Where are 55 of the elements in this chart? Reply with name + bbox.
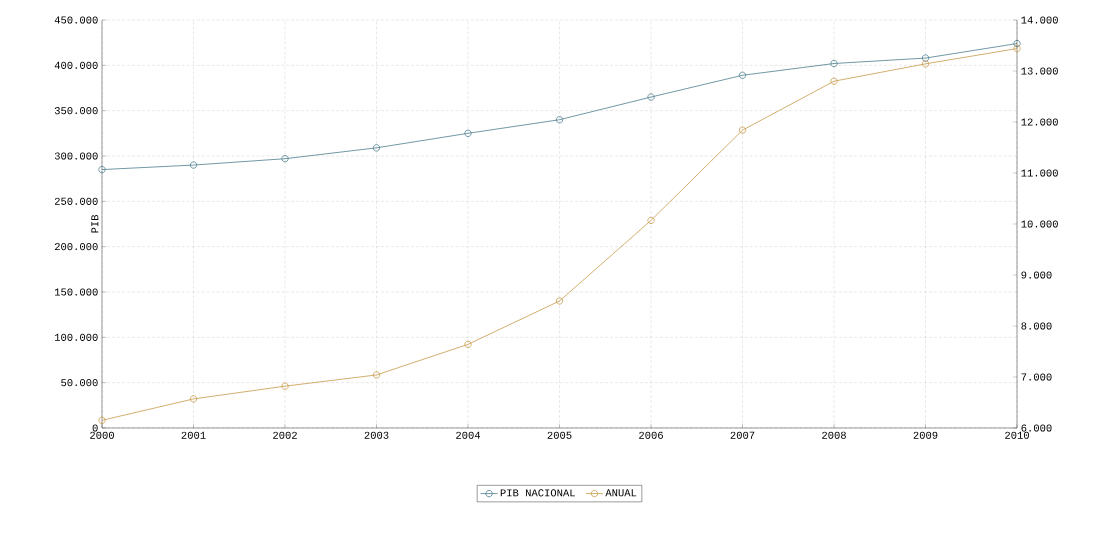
point xyxy=(830,77,838,85)
point xyxy=(281,382,289,390)
point xyxy=(464,340,472,348)
y2-tick-label: 12.000 xyxy=(1021,118,1058,126)
x-tick-label: 2000 xyxy=(90,431,114,439)
y-axis-title: PIB xyxy=(91,214,99,233)
point xyxy=(189,395,198,403)
y-tick-label: 150.000 xyxy=(54,288,98,296)
x-tick-label: 2004 xyxy=(456,431,481,439)
x-tick-label: 2005 xyxy=(547,431,572,439)
x-tick-label: 2010 xyxy=(1005,431,1029,439)
point xyxy=(372,371,381,379)
point xyxy=(1013,44,1021,53)
point xyxy=(464,129,472,137)
point xyxy=(921,54,930,62)
point xyxy=(830,59,838,68)
y-tick-label: 200.000 xyxy=(54,243,98,251)
point xyxy=(647,93,655,101)
point xyxy=(281,155,289,163)
point xyxy=(98,416,106,424)
y2-tick-label: 14.000 xyxy=(1021,16,1058,24)
y-tick-label: 250.000 xyxy=(54,197,98,205)
y-tick-label: 400.000 xyxy=(54,61,98,69)
point xyxy=(372,144,381,152)
x-tick-label: 2009 xyxy=(913,431,938,439)
x-tick-label: 2008 xyxy=(822,431,846,439)
y-tick-label: 100.000 xyxy=(54,333,98,341)
point xyxy=(738,126,747,134)
y2-tick-label: 8.000 xyxy=(1021,322,1052,330)
point xyxy=(738,71,747,79)
y2-tick-label: 10.000 xyxy=(1021,220,1058,228)
point xyxy=(189,161,198,169)
y-tick-label: 0 xyxy=(92,424,98,432)
legend-label: PIB NACIONAL xyxy=(500,489,575,497)
y-tick-label: 50.000 xyxy=(61,379,98,387)
y2-tick-label: 6.000 xyxy=(1021,424,1052,432)
point xyxy=(555,116,564,124)
x-tick-label: 2007 xyxy=(730,431,755,439)
point xyxy=(555,297,564,305)
y-tick-label: 450.000 xyxy=(54,16,98,24)
point xyxy=(98,165,106,174)
y2-tick-label: 13.000 xyxy=(1021,67,1058,75)
x-tick-label: 2002 xyxy=(273,431,297,439)
point xyxy=(921,60,930,68)
x-tick-label: 2006 xyxy=(639,431,663,439)
legend-label: ANUAL xyxy=(605,489,637,497)
point xyxy=(647,216,655,225)
x-tick-label: 2001 xyxy=(181,431,206,439)
point xyxy=(1013,39,1021,48)
x-tick-label: 2003 xyxy=(364,431,389,439)
y2-tick-label: 7.000 xyxy=(1021,373,1052,381)
y2-tick-label: 9.000 xyxy=(1021,271,1052,279)
y-tick-label: 300.000 xyxy=(54,152,98,160)
y2-tick-label: 11.000 xyxy=(1021,169,1058,177)
y-tick-label: 350.000 xyxy=(54,107,98,115)
